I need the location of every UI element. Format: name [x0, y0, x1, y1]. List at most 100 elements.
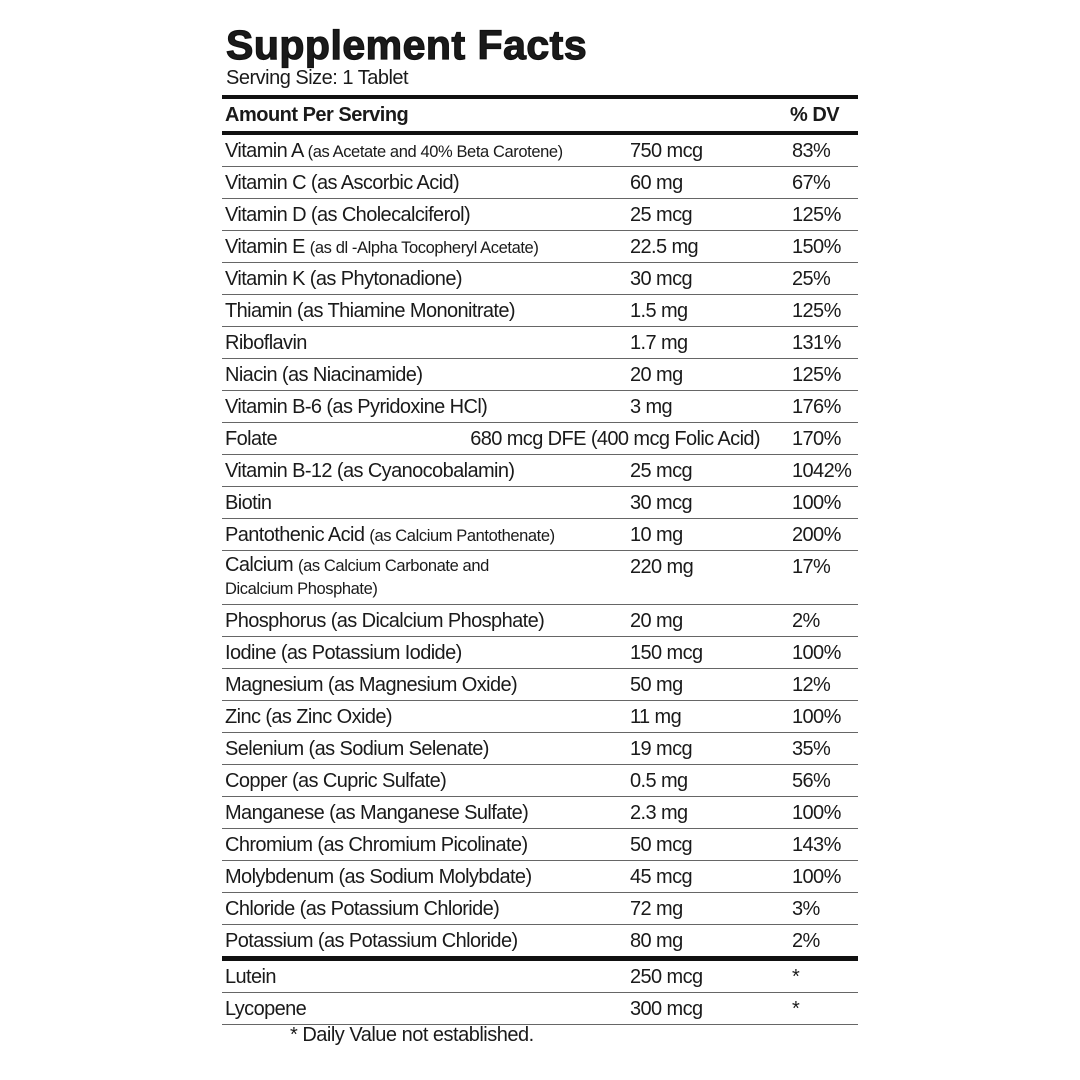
- name-text: Selenium (as Sodium Selenate): [225, 738, 489, 760]
- row: Zinc (as Zinc Oxide) 11 mg 100%: [222, 701, 858, 733]
- source-note: (as Calcium Carbonate and Dicalcium Phos…: [225, 557, 489, 598]
- daily-value: 12%: [792, 674, 831, 696]
- row: Vitamin A (as Acetate and 40% Beta Carot…: [222, 135, 858, 167]
- name-text: Vitamin E: [225, 236, 305, 258]
- nutrient-name: Molybdenum (as Sodium Molybdate): [225, 866, 532, 889]
- nutrient-name: Potassium (as Potassium Chloride): [225, 930, 518, 953]
- amount: 680 mcg DFE (400 mcg Folic Acid): [470, 428, 760, 450]
- amount: 22.5 mg: [630, 236, 699, 258]
- nutrient-name: Lycopene: [225, 998, 307, 1021]
- name-text: Biotin: [225, 492, 272, 514]
- amount: 1.5 mg: [630, 300, 688, 322]
- amount: 60 mg: [630, 172, 683, 194]
- row: Pantothenic Acid (as Calcium Pantothenat…: [222, 519, 858, 551]
- row: Magnesium (as Magnesium Oxide) 50 mg 12%: [222, 669, 858, 701]
- nutrient-name: Vitamin D (as Cholecalciferol): [225, 204, 471, 227]
- daily-value: 143%: [792, 834, 841, 856]
- amount: 45 mcg: [630, 866, 693, 888]
- daily-value: 176%: [792, 396, 841, 418]
- daily-value: 125%: [792, 364, 841, 386]
- row: Thiamin (as Thiamine Mononitrate) 1.5 mg 1…: [222, 295, 858, 327]
- name-text: Molybdenum (as Sodium Molybdate): [225, 866, 532, 888]
- amount: 3 mg: [630, 396, 673, 418]
- amount: 25 mcg: [630, 204, 693, 226]
- amount: 750 mcg: [630, 140, 703, 162]
- amount: 19 mcg: [630, 738, 693, 760]
- amount: 80 mg: [630, 930, 683, 952]
- amount: 10 mg: [630, 524, 683, 546]
- daily-value: 125%: [792, 204, 841, 226]
- row: Copper (as Cupric Sulfate) 0.5 mg 56%: [222, 765, 858, 797]
- name-text: Calcium: [225, 554, 294, 576]
- amount: 2.3 mg: [630, 802, 688, 824]
- daily-value: 100%: [792, 492, 841, 514]
- name-text: Folate: [225, 428, 278, 450]
- source-note: (as dl -Alpha Tocopheryl Acetate): [309, 239, 539, 257]
- amount: 30 mcg: [630, 268, 693, 290]
- nutrient-name: Vitamin B-6 (as Pyridoxine HCl): [225, 396, 488, 419]
- name-text: Vitamin C (as Ascorbic Acid): [225, 172, 460, 194]
- row: Calcium (as Calcium Carbonate and Dicalc…: [222, 551, 858, 605]
- nutrient-name: Vitamin E (as dl -Alpha Tocopheryl Aceta…: [225, 236, 539, 259]
- row: Vitamin B-6 (as Pyridoxine HCl) 3 mg 176%: [222, 391, 858, 423]
- daily-value: 35%: [792, 738, 831, 760]
- row: Selenium (as Sodium Selenate) 19 mcg 35%: [222, 733, 858, 765]
- name-text: Lycopene: [225, 998, 307, 1020]
- serving-size: Serving Size: 1 Tablet: [226, 67, 409, 89]
- name-text: Vitamin K (as Phytonadione): [225, 268, 463, 290]
- other-rows: Lutein 250 mcg * Lycopene 300 mcg *: [222, 961, 858, 1025]
- daily-value: 1042%: [792, 460, 852, 482]
- name-text: Chromium (as Chromium Picolinate): [225, 834, 528, 856]
- name-text: Zinc (as Zinc Oxide): [225, 706, 393, 728]
- amount: 50 mcg: [630, 834, 693, 856]
- daily-value: 83%: [792, 140, 831, 162]
- daily-value: 2%: [792, 610, 820, 632]
- nutrient-name: Lutein: [225, 966, 277, 989]
- name-text: Copper (as Cupric Sulfate): [225, 770, 447, 792]
- row: Lycopene 300 mcg *: [222, 993, 858, 1025]
- row: Vitamin B-12 (as Cyanocobalamin) 25 mcg 10…: [222, 455, 858, 487]
- daily-value: 25%: [792, 268, 831, 290]
- nutrient-name: Vitamin A (as Acetate and 40% Beta Carot…: [225, 140, 563, 163]
- row: Phosphorus (as Dicalcium Phosphate) 20 mg…: [222, 605, 858, 637]
- nutrient-name: Phosphorus (as Dicalcium Phosphate): [225, 610, 545, 633]
- name-text: Iodine (as Potassium Iodide): [225, 642, 462, 664]
- name-text: Manganese (as Manganese Sulfate): [225, 802, 529, 824]
- amount: 0.5 mg: [630, 770, 688, 792]
- row: Riboflavin 1.7 mg 131%: [222, 327, 858, 359]
- daily-value: 17%: [792, 556, 831, 578]
- row: Chloride (as Potassium Chloride) 72 mg 3%: [222, 893, 858, 925]
- daily-value: 200%: [792, 524, 841, 546]
- daily-value: 100%: [792, 802, 841, 824]
- source-note: (as Calcium Pantothenate): [369, 527, 555, 545]
- nutrient-name: Vitamin K (as Phytonadione): [225, 268, 463, 291]
- row: Folate 680 mcg DFE (400 mcg Folic Acid) 17…: [222, 423, 858, 455]
- nutrient-name: Thiamin (as Thiamine Mononitrate): [225, 300, 516, 323]
- amount: 250 mcg: [630, 966, 703, 988]
- amount: 1.7 mg: [630, 332, 688, 354]
- amount: 220 mg: [630, 556, 694, 578]
- daily-value: 170%: [792, 428, 841, 450]
- nutrient-name: Niacin (as Niacinamide): [225, 364, 423, 387]
- name-text: Riboflavin: [225, 332, 307, 354]
- nutrient-name: Biotin: [225, 492, 272, 515]
- amount: 72 mg: [630, 898, 683, 920]
- name-text: Potassium (as Potassium Chloride): [225, 930, 518, 952]
- row: Chromium (as Chromium Picolinate) 50 mcg 1…: [222, 829, 858, 861]
- facts-panel: Amount Per Serving % DV Vitamin A (as Ac…: [222, 95, 858, 1025]
- nutrient-name: Chloride (as Potassium Chloride): [225, 898, 500, 921]
- daily-value: 131%: [792, 332, 841, 354]
- nutrient-name: Chromium (as Chromium Picolinate): [225, 834, 528, 857]
- row: Vitamin D (as Cholecalciferol) 25 mcg 125%: [222, 199, 858, 231]
- name-text: Pantothenic Acid: [225, 524, 365, 546]
- daily-value: 67%: [792, 172, 831, 194]
- row: Vitamin C (as Ascorbic Acid) 60 mg 67%: [222, 167, 858, 199]
- daily-value: 100%: [792, 642, 841, 664]
- amount: 150 mcg: [630, 642, 703, 664]
- nutrient-rows: Vitamin A (as Acetate and 40% Beta Carot…: [222, 135, 858, 956]
- name-text: Vitamin B-6 (as Pyridoxine HCl): [225, 396, 488, 418]
- daily-value: *: [792, 998, 800, 1020]
- nutrient-name: Selenium (as Sodium Selenate): [225, 738, 489, 761]
- rule: [222, 95, 858, 99]
